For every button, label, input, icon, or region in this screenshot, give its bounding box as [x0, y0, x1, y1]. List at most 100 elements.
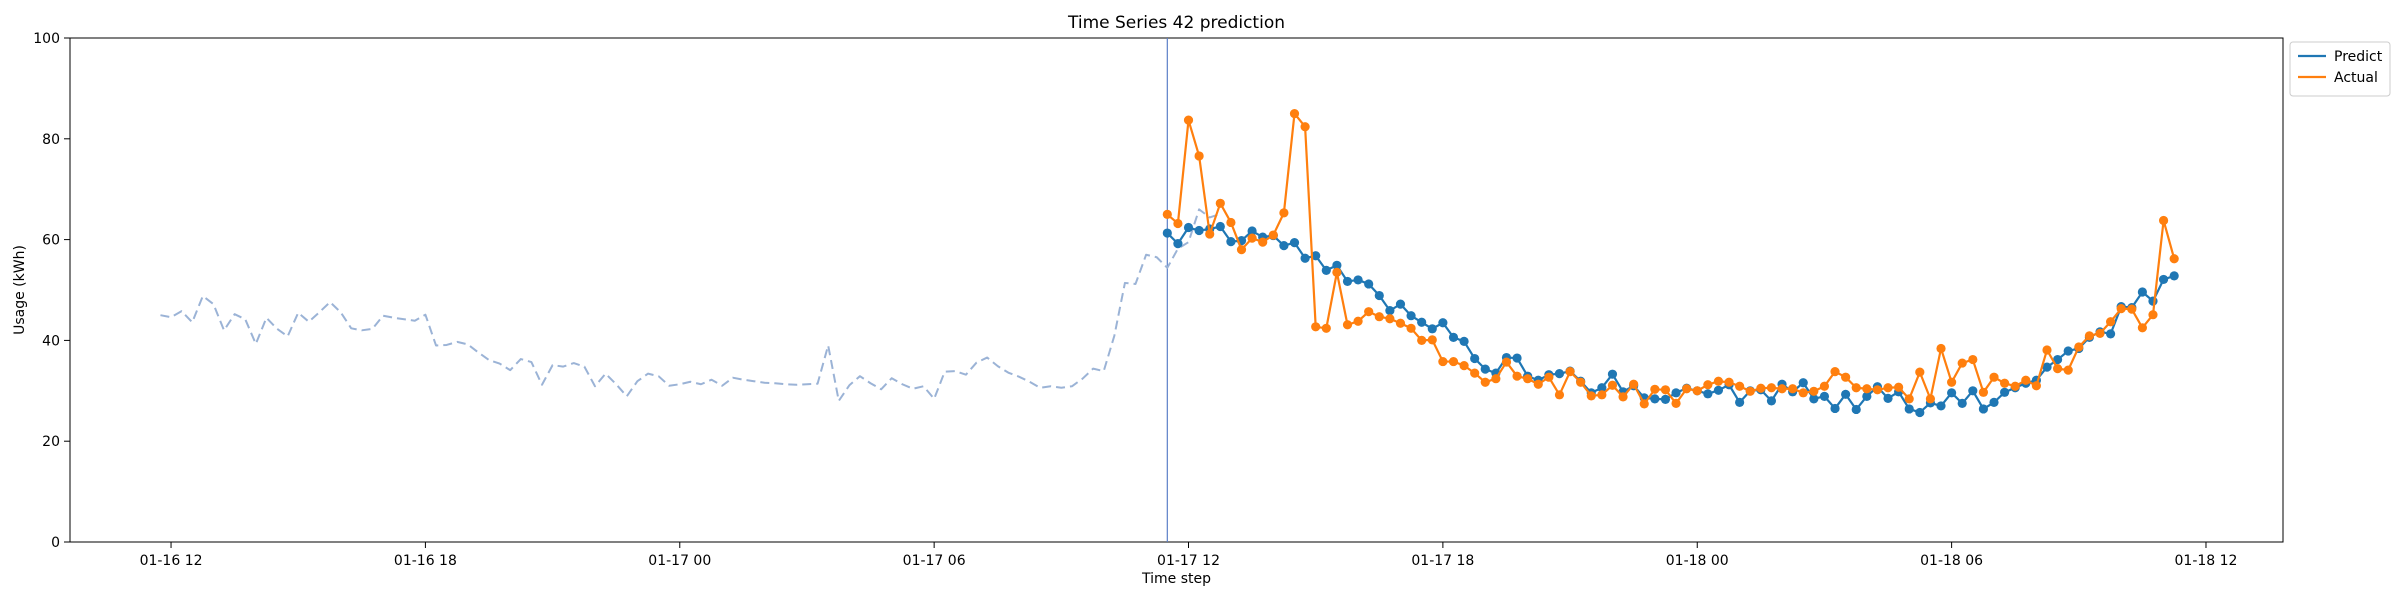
predict-point	[1300, 253, 1310, 263]
actual-point	[1671, 398, 1681, 408]
predict-point	[2169, 271, 2179, 281]
actual-point	[2116, 304, 2126, 314]
actual-series	[1162, 109, 2179, 409]
predict-point	[1862, 391, 1872, 401]
predict-point	[1660, 394, 1671, 404]
predict-point	[1162, 228, 1172, 238]
predict-point	[1947, 388, 1957, 398]
actual-point	[2169, 254, 2179, 264]
predict-point	[1809, 394, 1819, 404]
predict-point	[1385, 306, 1395, 316]
predict-point	[1798, 378, 1808, 388]
predict-point	[1713, 385, 1724, 395]
predict-point	[1936, 401, 1946, 411]
x-tick-label: 01-17 18	[1411, 553, 1474, 569]
y-tick-label: 60	[42, 233, 60, 249]
actual-point	[1321, 323, 1331, 333]
x-tick-label: 01-17 12	[1157, 553, 1220, 569]
actual-point	[1374, 312, 1384, 322]
predict-point	[2148, 296, 2158, 306]
actual-point	[1332, 267, 1342, 277]
actual-point	[1724, 377, 1734, 387]
actual-point	[1703, 380, 1713, 390]
actual-point	[1311, 322, 1321, 332]
actual-point	[1512, 371, 1522, 381]
predict-point	[1226, 237, 1236, 247]
predict-point	[1353, 275, 1363, 285]
predict-point	[1459, 336, 1469, 347]
actual-point	[1289, 109, 1300, 119]
actual-point	[2021, 375, 2031, 385]
actual-point	[1841, 372, 1851, 382]
actual-point	[1226, 217, 1236, 228]
predict-point	[1183, 222, 1194, 233]
actual-point	[1713, 376, 1724, 386]
legend-label: Predict	[2334, 49, 2383, 65]
predict-point	[1819, 391, 1830, 401]
actual-point	[2063, 365, 2073, 375]
series-layer	[160, 109, 2179, 418]
actual-point	[1735, 381, 1745, 391]
actual-point	[1364, 307, 1374, 317]
predict-point	[1830, 403, 1840, 414]
y-tick-label: 80	[42, 132, 60, 148]
actual-point	[1650, 384, 1660, 394]
y-axis-ticks: 0 20 40 60 80 100	[33, 31, 70, 551]
predict-point	[1321, 265, 1331, 275]
predict-point	[1289, 238, 1300, 248]
predict-point	[1735, 397, 1745, 407]
actual-point	[1353, 316, 1363, 326]
predict-point	[2042, 362, 2052, 372]
actual-point	[1809, 386, 1819, 396]
actual-point	[1385, 314, 1395, 324]
actual-point	[1936, 343, 1946, 354]
predict-point	[1194, 225, 1204, 236]
actual-point	[2000, 378, 2010, 388]
actual-point	[2148, 310, 2158, 320]
predict-point	[1703, 389, 1713, 399]
x-tick-label: 01-17 00	[648, 553, 711, 569]
predict-point	[1978, 404, 1989, 414]
actual-point	[1448, 356, 1459, 367]
actual-point	[1162, 209, 1172, 219]
actual-point	[1830, 367, 1840, 377]
actual-point	[2127, 304, 2137, 314]
actual-point	[1798, 388, 1808, 398]
predict-point	[2063, 346, 2073, 356]
predict-point	[1841, 389, 1851, 399]
actual-point	[1565, 367, 1575, 377]
legend: Predict Actual	[2289, 41, 2391, 97]
actual-point	[1692, 386, 1702, 396]
actual-point	[1745, 386, 1755, 396]
actual-point	[1533, 379, 1543, 389]
predict-point	[1554, 369, 1565, 379]
actual-point	[1788, 384, 1798, 394]
x-tick-label: 01-18 00	[1666, 553, 1729, 569]
x-tick-label: 01-16 18	[394, 553, 457, 569]
actual-point	[1183, 115, 1194, 125]
predict-point	[2158, 274, 2169, 285]
predict-point	[1311, 251, 1321, 261]
actual-point	[1236, 245, 1247, 255]
predict-point	[1406, 311, 1416, 321]
legend-entries: Predict Actual	[2298, 49, 2383, 86]
history-series	[160, 208, 1221, 402]
actual-point	[1872, 385, 1883, 395]
predict-point	[1915, 407, 1925, 418]
x-axis-label: Time step	[1141, 571, 1211, 587]
predict-point	[1512, 353, 1522, 363]
predict-point	[1364, 279, 1374, 289]
predict-point	[1332, 260, 1342, 270]
actual-point	[1194, 151, 1204, 161]
actual-point	[1586, 391, 1596, 401]
predict-point	[1607, 369, 1618, 379]
actual-point	[2074, 342, 2084, 352]
actual-point	[1851, 383, 1861, 393]
predict-point	[1597, 383, 1607, 393]
predict-point	[1438, 318, 1448, 328]
actual-point	[1268, 230, 1278, 240]
actual-point	[1279, 208, 1289, 218]
actual-point	[1607, 380, 1618, 390]
actual-point	[1883, 383, 1893, 393]
